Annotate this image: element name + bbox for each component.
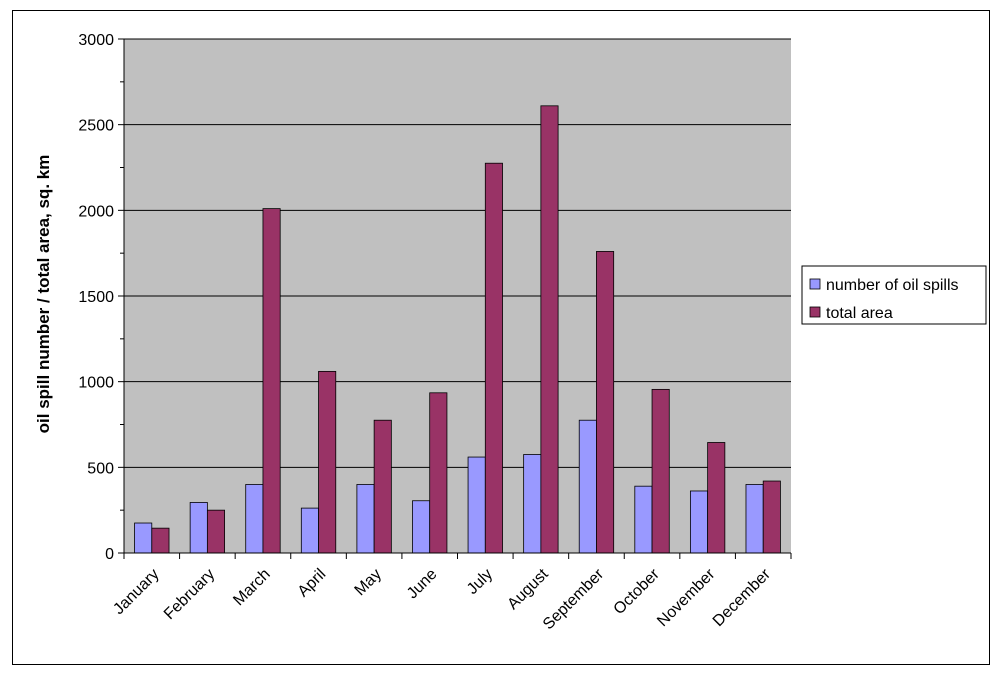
x-tick-label-may: May [352,566,385,599]
x-tick-label-august: August [504,565,552,613]
x-tick-label-november: November [654,565,719,630]
bar-oil-spills-june [412,500,431,554]
y-tick-label-2000: 2000 [78,203,114,220]
x-tick-label-october: October [611,565,664,618]
legend-swatch-oil-spills [809,278,821,290]
x-tick-label-april: April [295,566,330,601]
y-tick-label-0: 0 [105,546,114,563]
x-tick-label-march: March [230,566,273,609]
bar-oil-spills-december [745,484,764,554]
y-tick-label-2500: 2500 [78,118,114,135]
bar-total-area-july [484,162,503,554]
legend [801,265,987,325]
bar-total-area-april [318,370,337,554]
bar-total-area-september [596,251,615,554]
bar-oil-spills-february [189,502,208,554]
bar-oil-spills-october [634,485,653,554]
bar-oil-spills-march [245,484,264,554]
bar-total-area-february [206,509,226,554]
bar-total-area-may [373,419,392,554]
y-axis-label: oil spill number / total area, sq. km [34,155,53,434]
bar-total-area-march [262,208,281,554]
bar-oil-spills-september [578,419,597,554]
y-tick-label-1500: 1500 [78,289,114,306]
bar-chart: 0 500 1000 1500 2000 2500 3000 JanuaryFebruary… [34,32,987,633]
y-tick-label-3000: 3000 [78,32,114,49]
bar-oil-spills-january [134,522,153,554]
bar-total-area-october [651,388,670,554]
bar-total-area-august [540,105,559,554]
y-tick-label-500: 500 [87,460,114,477]
bar-total-area-december [762,480,781,554]
bar-total-area-january [151,527,170,554]
y-tick-label-1000: 1000 [78,375,114,392]
bar-oil-spills-april [300,507,319,554]
bar-total-area-june [429,392,448,554]
chart-frame: 0 500 1000 1500 2000 2500 3000 January February… [12,10,990,665]
x-tick-label-july: July [464,566,496,598]
legend-label-total-area: total area [826,305,893,322]
x-tick-label-january: January [110,566,162,618]
x-tick-label-december: December [710,565,775,630]
x-tick-label-june: June [404,566,441,603]
bar-oil-spills-november [689,490,709,554]
bar-oil-spills-may [356,484,375,554]
legend-swatch-total-area [809,306,821,318]
bar-total-area-november [707,442,726,554]
legend-label-oil-spills: number of oil spills [826,277,959,294]
bar-oil-spills-august [523,454,542,554]
bar-oil-spills-july [467,456,486,554]
x-tick-label-september: September [540,565,608,633]
x-tick-label-february: February [161,566,218,623]
